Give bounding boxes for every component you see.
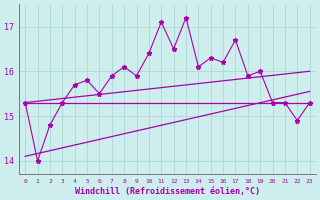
X-axis label: Windchill (Refroidissement éolien,°C): Windchill (Refroidissement éolien,°C) (75, 187, 260, 196)
